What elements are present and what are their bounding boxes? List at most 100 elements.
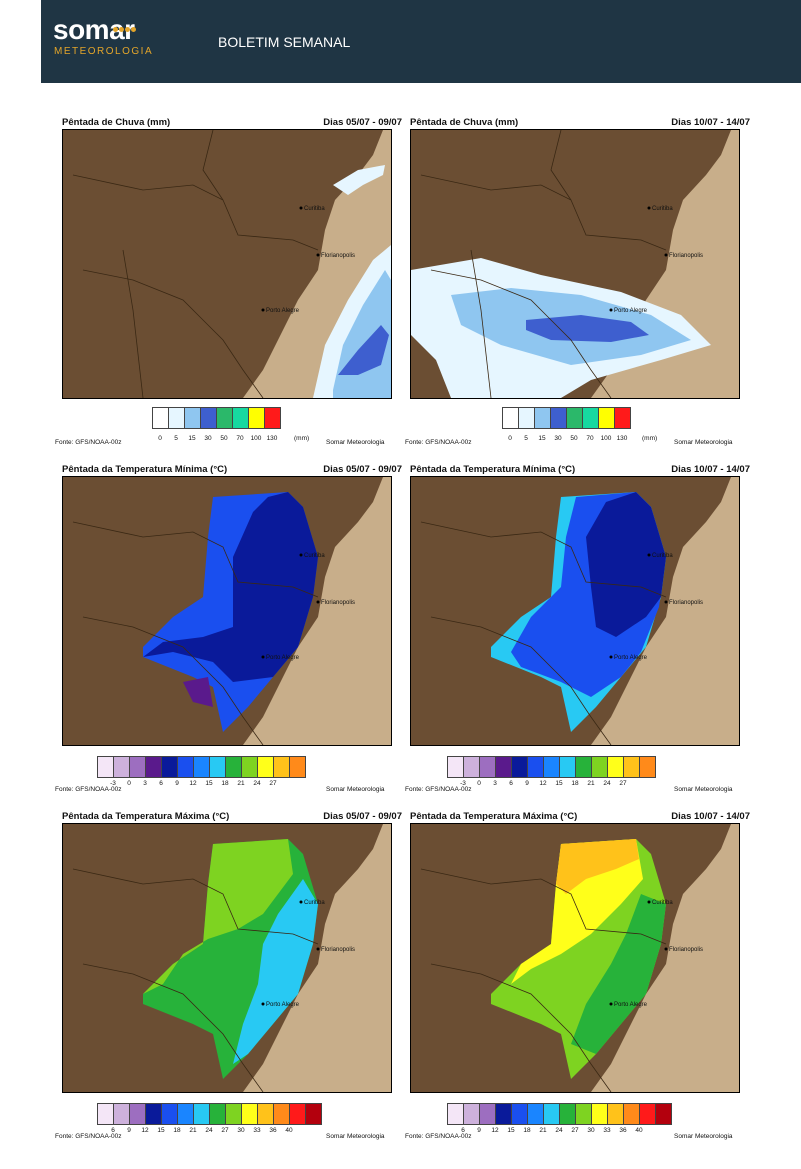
legend-swatch bbox=[464, 1104, 480, 1124]
legend-tick: 30 bbox=[204, 435, 212, 442]
legend-tick: 30 bbox=[554, 435, 562, 442]
temp-region-6 bbox=[183, 677, 213, 707]
rain-contour-30 bbox=[338, 325, 389, 375]
panel-tmin-2: Pêntada da Temperatura Mínima (°C) Dias … bbox=[405, 464, 750, 799]
legend-swatches bbox=[97, 756, 306, 778]
ocean-area bbox=[243, 477, 391, 745]
legend-tick: 100 bbox=[250, 435, 262, 442]
legend-tick: 30 bbox=[237, 1127, 245, 1134]
city-label: Florianopolis bbox=[321, 600, 355, 606]
legend-swatch bbox=[464, 757, 480, 777]
temp-region-9 bbox=[143, 492, 318, 682]
credit-label: Somar Meteorologia bbox=[326, 786, 385, 793]
legend-tick: 21 bbox=[189, 1127, 197, 1134]
legend-swatch bbox=[146, 757, 162, 777]
legend-swatch bbox=[194, 757, 210, 777]
legend-swatch bbox=[242, 757, 258, 777]
legend-tick: 12 bbox=[141, 1127, 149, 1134]
city-label: Porto Alegre bbox=[266, 655, 300, 661]
legend-swatch bbox=[274, 757, 290, 777]
legend-swatch bbox=[544, 1104, 560, 1124]
legend-tick: 30 bbox=[587, 1127, 595, 1134]
legend-swatch bbox=[535, 408, 551, 428]
city-label: Florianopolis bbox=[321, 253, 355, 259]
panel-title: Pêntada de Chuva (mm) bbox=[410, 117, 519, 128]
city-marker bbox=[299, 206, 303, 210]
city-marker bbox=[316, 947, 320, 951]
source-label: Fonte: GFS/NOAA-00z bbox=[55, 786, 122, 793]
temp-region-9 bbox=[586, 492, 666, 637]
legend-tick: 0 bbox=[127, 780, 131, 787]
legend-swatch bbox=[306, 1104, 321, 1124]
city-label: Curitiba bbox=[304, 553, 325, 559]
logo-subtitle: METEOROLOGIA bbox=[54, 46, 154, 57]
city-label: Florianopolis bbox=[669, 600, 703, 606]
logo-dots bbox=[113, 19, 137, 37]
legend-tick: 50 bbox=[220, 435, 228, 442]
legend-swatch bbox=[624, 1104, 640, 1124]
legend-tick: 70 bbox=[586, 435, 594, 442]
panel-dates: Dias 10/07 - 14/07 bbox=[671, 117, 750, 128]
legend-swatch bbox=[130, 757, 146, 777]
legend-tick: 18 bbox=[523, 1127, 531, 1134]
ocean-area bbox=[591, 477, 739, 745]
legend-tick: 18 bbox=[571, 780, 579, 787]
legend-swatch bbox=[448, 1104, 464, 1124]
city-marker bbox=[664, 253, 668, 257]
legend-tick: 27 bbox=[571, 1127, 579, 1134]
legend-tick: 36 bbox=[619, 1127, 627, 1134]
panel-title: Pêntada de Chuva (mm) bbox=[62, 117, 171, 128]
legend-tick: -3 bbox=[110, 780, 116, 787]
legend-swatch bbox=[656, 1104, 671, 1124]
legend-tick: 5 bbox=[174, 435, 178, 442]
legend-swatch bbox=[551, 408, 567, 428]
legend-swatch bbox=[599, 408, 615, 428]
legend-swatch bbox=[512, 757, 528, 777]
legend-tick: 50 bbox=[570, 435, 578, 442]
legend-swatch bbox=[503, 408, 519, 428]
legend-tick: 100 bbox=[600, 435, 612, 442]
legend-swatch bbox=[98, 757, 114, 777]
legend-swatch bbox=[226, 757, 242, 777]
legend-swatch bbox=[528, 1104, 544, 1124]
city-marker bbox=[647, 900, 651, 904]
city-marker bbox=[299, 553, 303, 557]
credit-label: Somar Meteorologia bbox=[326, 439, 385, 446]
legend-tick: 130 bbox=[266, 435, 278, 442]
legend-tick: 9 bbox=[525, 780, 529, 787]
city-label: Porto Alegre bbox=[266, 308, 300, 314]
legend-swatch bbox=[226, 1104, 242, 1124]
credit-label: Somar Meteorologia bbox=[326, 1133, 385, 1140]
tmin-map-2: Curitiba Florianopolis Porto Alegre bbox=[410, 476, 740, 746]
panel-dates: Dias 05/07 - 09/07 bbox=[323, 117, 402, 128]
legend-tick: 15 bbox=[538, 435, 546, 442]
city-marker bbox=[609, 1002, 613, 1006]
legend-swatch bbox=[153, 408, 169, 428]
temp-region-30 bbox=[556, 839, 639, 894]
legend-swatch bbox=[640, 1104, 656, 1124]
source-label: Fonte: GFS/NOAA-00z bbox=[55, 1133, 122, 1140]
city-marker bbox=[261, 308, 265, 312]
ocean-area bbox=[591, 130, 739, 398]
city-marker bbox=[316, 600, 320, 604]
city-label: Curitiba bbox=[652, 900, 673, 906]
legend-tick: 15 bbox=[188, 435, 196, 442]
tmax-map-1: Curitiba Florianopolis Porto Alegre bbox=[62, 823, 392, 1093]
legend-tick: -3 bbox=[460, 780, 466, 787]
legend-tick: 6 bbox=[461, 1127, 465, 1134]
legend-unit: (mm) bbox=[294, 435, 310, 442]
legend-swatch bbox=[480, 1104, 496, 1124]
legend-tick: 21 bbox=[539, 1127, 547, 1134]
legend-swatch bbox=[512, 1104, 528, 1124]
legend-tick: 9 bbox=[477, 1127, 481, 1134]
legend-tick: 0 bbox=[477, 780, 481, 787]
tmax-map-2: Curitiba Florianopolis Porto Alegre bbox=[410, 823, 740, 1093]
page-header: somar METEOROLOGIA BOLETIM SEMANAL bbox=[41, 0, 801, 83]
legend-tick: 9 bbox=[175, 780, 179, 787]
city-marker bbox=[647, 553, 651, 557]
legend-swatch bbox=[265, 408, 280, 428]
panel-tmax-1: Pêntada da Temperatura Máxima (°C) Dias … bbox=[55, 811, 402, 1146]
temp-region-21 bbox=[571, 894, 666, 1054]
legend-tick: 12 bbox=[539, 780, 547, 787]
legend-swatch bbox=[528, 757, 544, 777]
